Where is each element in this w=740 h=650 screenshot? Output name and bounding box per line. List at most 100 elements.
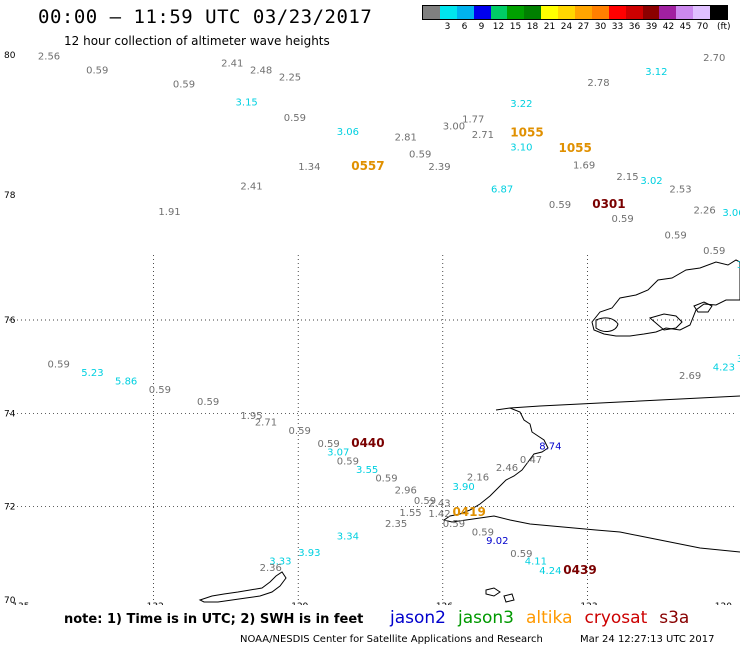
color-scale-labels: 3 6 9 12 15 18 21 24 27 30 33 36 39 42 45 70 — [422, 22, 728, 34]
longitude-label: -135 — [9, 602, 29, 605]
wave-height-value: 0.59 — [149, 385, 171, 396]
wave-height-value: 2.39 — [428, 162, 450, 173]
wave-height-value: 0.59 — [414, 496, 436, 507]
longitude-labels: -135 -132 -129 -126 -123 -120 — [9, 602, 732, 605]
wave-height-value: 0.59 — [472, 528, 494, 539]
mission-altika: altika — [526, 608, 573, 628]
wave-height-value: 1.95 — [240, 411, 262, 422]
legend-swatch — [575, 6, 592, 19]
wave-height-value: 0439 — [563, 563, 596, 577]
legend-label: 70 — [696, 22, 709, 32]
legend-swatch — [642, 6, 660, 19]
wave-height-value: 0440 — [351, 436, 384, 450]
longitude-label: -132 — [143, 602, 163, 605]
map-title: 00:00 – 11:59 UTC 03/23/2017 — [38, 6, 373, 28]
latitude-label: 78 — [4, 191, 16, 201]
latitude-label: 74 — [4, 409, 16, 419]
wave-height-value: 0.59 — [510, 549, 532, 560]
wave-height-value: 1.69 — [573, 161, 595, 172]
legend-swatch — [524, 6, 542, 19]
wave-height-value: 3.00 — [443, 121, 465, 132]
wave-height-value: 8.74 — [539, 442, 561, 453]
generation-timestamp: Mar 24 12:27:13 UTC 2017 — [580, 634, 715, 645]
latitude-label: 72 — [4, 503, 15, 513]
wave-height-value: 2.35 — [385, 519, 407, 530]
wave-height-value: 0.59 — [284, 113, 306, 124]
wave-height-value: 2.41 — [221, 58, 243, 69]
longitude-label: -123 — [577, 602, 597, 605]
wave-height-value: 2.43 — [428, 499, 450, 510]
wave-height-value: 1.34 — [298, 162, 320, 173]
latitude-label: 80 — [4, 51, 16, 61]
wave-height-value: 2.81 — [395, 133, 417, 144]
legend-label: 33 — [611, 22, 624, 32]
legend-label: 36 — [628, 22, 641, 32]
wave-height-value: 2.46 — [496, 463, 518, 474]
wave-height-value: 2.78 — [587, 78, 609, 89]
coastline-banks-island — [591, 259, 740, 337]
wave-height-value: 1.77 — [462, 114, 484, 125]
wave-height-value: 0.59 — [289, 426, 311, 437]
coastline-northwest-islands — [648, 301, 713, 331]
wave-height-value: 3.15 — [236, 98, 258, 109]
observation-labels: 2.56 0.59 0.59 2.41 2.48 2.25 3.15 0.59 3.06 2.81… — [38, 51, 740, 577]
legend-label: 15 — [509, 22, 522, 32]
wave-height-value: 0.59 — [317, 439, 339, 450]
legend-swatch — [490, 6, 508, 19]
wave-height-value: 2.56 — [38, 51, 60, 62]
mission-legend: jason2 jason3 altika cryosat s3a — [390, 608, 701, 628]
longitude-label: -126 — [433, 602, 454, 605]
wave-height-value: 3.34 — [337, 531, 359, 542]
legend-swatch — [625, 6, 643, 19]
legend-swatch — [423, 6, 440, 19]
latitude-labels: 80 78 76 74 72 70 — [4, 51, 16, 605]
legend-label: 27 — [577, 22, 590, 32]
coastline-victoria-bay — [595, 317, 619, 332]
wave-height-value: 0.59 — [375, 473, 397, 484]
wave-height-value: 3.55 — [356, 465, 378, 476]
wave-height-value: 1.91 — [158, 207, 180, 218]
wave-height-value: 3.12 — [645, 67, 667, 78]
latitude-label: 76 — [4, 316, 16, 326]
coastline-tuktoyaktuk-islands — [198, 571, 515, 603]
legend-label: 18 — [526, 22, 539, 32]
wave-height-value: 3.33 — [269, 557, 291, 568]
color-scale-legend — [422, 5, 728, 20]
legend-label: 24 — [560, 22, 573, 32]
wave-height-value: 2.71 — [472, 130, 494, 141]
wave-height-value: 2.69 — [679, 371, 701, 382]
legend-label: 12 — [492, 22, 505, 32]
wave-height-value: 0557 — [351, 159, 384, 173]
wave-height-value: 3.07 — [327, 447, 349, 458]
legend-swatch — [659, 6, 677, 19]
map-subtitle: 12 hour collection of altimeter wave hei… — [64, 34, 330, 48]
wave-height-value: 0.59 — [48, 360, 70, 371]
legend-label: 21 — [543, 22, 556, 32]
wave-height-value: 3.22 — [510, 99, 532, 110]
legend-label: 6 — [461, 22, 468, 32]
coastline — [198, 259, 740, 603]
wave-height-value: 4.11 — [525, 557, 547, 568]
wave-height-value: 2.16 — [467, 473, 489, 484]
wave-height-value: 2.36 — [260, 563, 282, 574]
legend-swatch — [591, 6, 609, 19]
wave-height-value: 0.59 — [337, 457, 359, 468]
wave-height-value: 3.93 — [298, 548, 320, 559]
graticule — [9, 255, 735, 600]
wave-height-value: 4.24 — [539, 566, 561, 577]
mission-jason3: jason3 — [458, 608, 514, 628]
coastline-mainland — [442, 407, 740, 553]
wave-height-value: 0419 — [452, 505, 485, 519]
wave-height-value: 0.59 — [443, 519, 465, 530]
wave-height-value: 6.87 — [491, 184, 513, 195]
legend-swatch — [473, 6, 491, 19]
wave-height-value: 0.59 — [665, 231, 687, 242]
mission-jason2: jason2 — [390, 608, 446, 628]
legend-swatch — [558, 6, 576, 19]
wave-height-value: 2.96 — [395, 486, 417, 497]
wave-height-value: 3.06 — [337, 127, 359, 138]
wave-height-value: 4.23 — [713, 362, 735, 373]
legend-swatch — [710, 6, 728, 19]
legend-swatch — [541, 6, 559, 19]
wave-height-value: 0.59 — [612, 214, 634, 225]
